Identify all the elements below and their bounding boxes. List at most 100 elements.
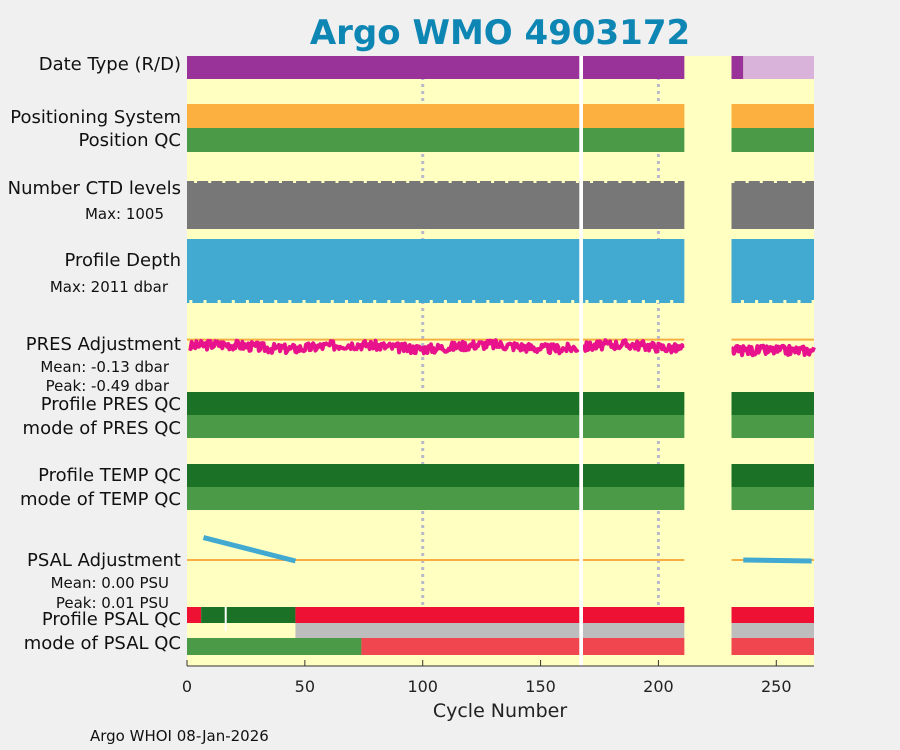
bar-texture bbox=[392, 181, 396, 183]
bar-texture bbox=[660, 181, 664, 183]
x-tick-label: 50 bbox=[295, 677, 315, 696]
data-gaps bbox=[579, 56, 732, 666]
bar-texture bbox=[274, 300, 278, 303]
bar-texture bbox=[571, 300, 575, 303]
label-pres-adjustment: PRES Adjustment bbox=[26, 334, 181, 355]
bar-texture bbox=[590, 181, 594, 183]
bar-texture bbox=[613, 300, 617, 303]
bar-texture bbox=[231, 300, 235, 303]
bar-mode_psal_grey bbox=[295, 623, 814, 638]
bar-texture bbox=[486, 300, 490, 303]
bar-texture bbox=[316, 300, 320, 303]
label-positioning_system: Positioning System bbox=[10, 107, 181, 128]
bar-texture bbox=[434, 181, 438, 183]
bar-texture bbox=[731, 181, 735, 183]
chart-title: Argo WMO 4903172 bbox=[310, 13, 690, 53]
x-axis-label: Cycle Number bbox=[433, 700, 567, 722]
label-position_qc: Position QC bbox=[78, 130, 181, 151]
bar-texture bbox=[208, 181, 212, 183]
bar-texture bbox=[656, 300, 660, 303]
psal-peak-label: Peak: 0.01 PSU bbox=[56, 594, 169, 612]
sublabel-ctd_levels: Max: 1005 bbox=[85, 205, 164, 223]
label-profile_depth: Profile Depth bbox=[64, 250, 181, 271]
psal-adjustment-series bbox=[743, 557, 812, 564]
bar-texture bbox=[476, 181, 480, 183]
label-mode_temp_qc: mode of TEMP QC bbox=[20, 489, 181, 510]
label-mode_psal_qc: mode of PSAL QC bbox=[24, 633, 181, 654]
bar-texture bbox=[505, 181, 509, 183]
bar-texture bbox=[646, 181, 650, 183]
bar-texture bbox=[420, 181, 424, 183]
bar-mode_temp_qc bbox=[187, 487, 814, 510]
bar-texture bbox=[260, 300, 264, 303]
bar-mode_psal_qc bbox=[361, 638, 814, 655]
x-tick-label: 0 bbox=[182, 677, 192, 696]
bar-texture bbox=[542, 300, 546, 303]
label-psal-adjustment: PSAL Adjustment bbox=[27, 550, 181, 571]
bar-texture bbox=[557, 300, 561, 303]
bar-texture bbox=[307, 181, 311, 183]
bar-texture bbox=[788, 181, 792, 183]
bar-texture bbox=[245, 300, 249, 303]
psal-mean-label: Mean: 0.00 PSU bbox=[51, 574, 169, 592]
bar-texture bbox=[618, 181, 622, 183]
bar-texture bbox=[472, 300, 476, 303]
bar-date_type bbox=[187, 56, 744, 79]
bar-texture bbox=[401, 300, 405, 303]
pres-peak-label: Peak: -0.49 dbar bbox=[46, 377, 170, 395]
label-date_type: Date Type (R/D) bbox=[39, 54, 181, 75]
sublabel-profile_depth: Max: 2011 dbar bbox=[50, 278, 169, 296]
bar-texture bbox=[670, 300, 674, 303]
bar-texture bbox=[250, 181, 254, 183]
pres-adjustment-series bbox=[188, 338, 580, 356]
bar-texture bbox=[189, 300, 193, 303]
bar-texture bbox=[769, 300, 773, 303]
bar-texture bbox=[359, 300, 363, 303]
bar-texture bbox=[599, 300, 603, 303]
pres-mean-label: Mean: -0.13 dbar bbox=[40, 358, 170, 376]
bar-texture bbox=[217, 300, 221, 303]
pres-adjustment-series bbox=[581, 338, 686, 355]
footer-text: Argo WHOI 08-Jan-2026 bbox=[90, 727, 269, 745]
bar-texture bbox=[641, 300, 645, 303]
bar-texture bbox=[585, 300, 589, 303]
bar-texture bbox=[335, 181, 339, 183]
bar-profile_temp_qc bbox=[187, 464, 814, 487]
bar-texture bbox=[491, 181, 495, 183]
bar-texture bbox=[222, 181, 226, 183]
bar-texture bbox=[330, 300, 334, 303]
bar-texture bbox=[278, 181, 282, 183]
bar-texture bbox=[797, 300, 801, 303]
bar-texture bbox=[740, 300, 744, 303]
bar-texture bbox=[264, 181, 268, 183]
bar-texture bbox=[293, 181, 297, 183]
bar-texture bbox=[415, 300, 419, 303]
label-ctd_levels: Number CTD levels bbox=[8, 178, 181, 199]
bar-mode_pres_qc bbox=[187, 415, 814, 438]
bar-texture bbox=[288, 300, 292, 303]
bar-texture bbox=[514, 300, 518, 303]
bar-texture bbox=[755, 300, 759, 303]
bar-profile_psal_qc bbox=[295, 607, 814, 623]
pres-adjustment-series bbox=[730, 343, 816, 358]
bar-texture bbox=[604, 181, 608, 183]
bar-texture bbox=[811, 300, 815, 303]
bar-texture bbox=[627, 300, 631, 303]
bar-date_type bbox=[743, 56, 814, 79]
bar-texture bbox=[773, 181, 777, 183]
x-tick-label: 200 bbox=[643, 677, 674, 696]
x-tick-label: 150 bbox=[525, 677, 556, 696]
x-tick-label: 100 bbox=[407, 677, 438, 696]
bar-mode_psal_qc bbox=[187, 638, 362, 655]
label-profile_psal_qc: Profile PSAL QC bbox=[42, 609, 181, 630]
bar-texture bbox=[533, 181, 537, 183]
bar-texture bbox=[302, 300, 306, 303]
bar-texture bbox=[759, 181, 763, 183]
bar-texture bbox=[783, 300, 787, 303]
bar-texture bbox=[443, 300, 447, 303]
gap-band bbox=[684, 56, 732, 666]
row-labels: Date Type (R/D) Positioning SystemPositio… bbox=[8, 54, 181, 654]
psal-adjustment-series bbox=[202, 535, 297, 564]
bar-texture bbox=[321, 181, 325, 183]
